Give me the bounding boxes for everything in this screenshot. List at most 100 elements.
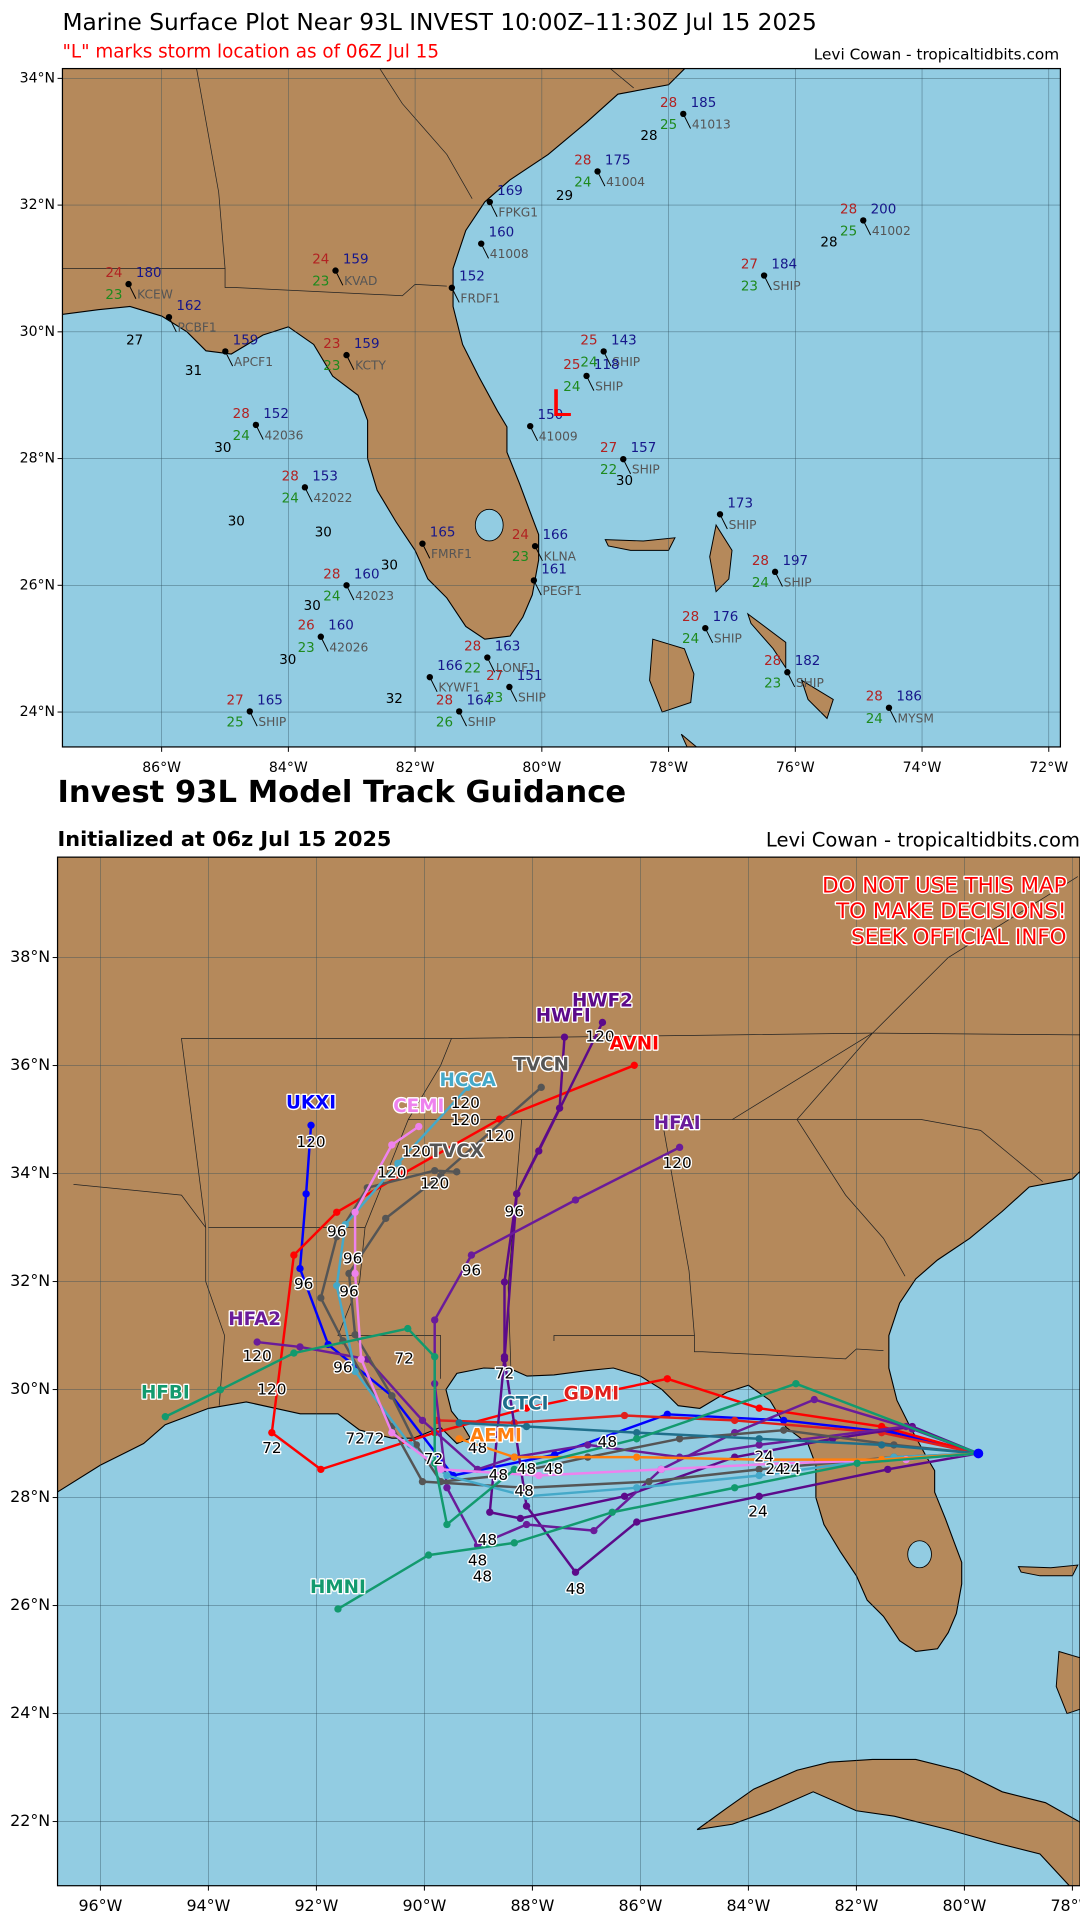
station-dot	[860, 217, 867, 224]
sea-value: 32	[386, 692, 403, 707]
track-point	[810, 1395, 818, 1404]
station-temp: 28	[323, 567, 340, 582]
track-point	[731, 1416, 739, 1425]
track-point	[884, 1465, 892, 1474]
station-dewpoint: 23	[741, 280, 758, 295]
track-point	[522, 1492, 531, 1500]
state-border	[73, 1183, 225, 1406]
forecast-hour-label: 96	[462, 1262, 481, 1280]
station-dewpoint: 24	[682, 632, 699, 647]
station-pressure: 157	[631, 441, 657, 456]
model-label: HMNI	[310, 1577, 366, 1598]
track-point	[467, 1251, 476, 1259]
track-point	[317, 1465, 325, 1474]
station-id: SHIP	[258, 715, 286, 729]
station-temp: 25	[580, 333, 597, 348]
station-pressure: 160	[489, 226, 515, 241]
station-temp: 28	[574, 153, 591, 168]
state-border	[796, 1119, 906, 1277]
lat-tick-label: 32°N	[10, 1271, 50, 1290]
station-id: FMRF1	[431, 547, 472, 561]
station-dewpoint: 23	[323, 359, 340, 374]
station-dot	[343, 351, 350, 359]
station-dot	[484, 654, 491, 661]
track-point	[500, 1355, 509, 1363]
sea-value: 29	[556, 189, 573, 204]
forecast-hour-label: 120	[585, 1028, 614, 1046]
forecast-hour-label: 120	[420, 1175, 449, 1193]
forecast-hour-label: 72	[262, 1439, 281, 1457]
sea-value: 30	[381, 559, 398, 574]
station-temp: 28	[436, 693, 453, 708]
station-temp: 28	[866, 690, 883, 705]
forecast-hour-label: 120	[377, 1164, 406, 1182]
station-pressure: 166	[437, 659, 463, 674]
sea-value: 30	[304, 599, 321, 614]
station-id: MYSM	[898, 711, 934, 725]
station-pressure: 173	[727, 496, 753, 511]
track-point	[357, 1355, 365, 1363]
track-point	[537, 1083, 545, 1092]
model-label: HFA2	[228, 1309, 281, 1330]
sea-value: 30	[616, 474, 633, 489]
land-island	[649, 638, 695, 713]
station-pressure: 166	[542, 528, 568, 543]
station-dot	[531, 542, 539, 550]
station-temp: 24	[512, 528, 529, 543]
track-point	[675, 1435, 684, 1443]
track-point	[216, 1386, 225, 1394]
lon-tick-label: 90°W	[402, 1896, 446, 1915]
track-point	[253, 1338, 261, 1346]
forecast-hour-label: 96	[327, 1222, 346, 1240]
station-id: 42036	[264, 428, 303, 442]
station-pressure: 186	[896, 690, 922, 705]
station-pressure: 150	[538, 408, 564, 423]
forecast-hour-label: 96	[343, 1249, 362, 1267]
track-point	[418, 1416, 427, 1425]
track-point	[333, 1282, 341, 1290]
station-pressure: 163	[495, 640, 521, 655]
station-temp: 28	[233, 407, 250, 422]
model-label: HWFI	[536, 1005, 591, 1026]
station-temp: 28	[660, 96, 677, 111]
sea-value: 28	[820, 235, 837, 250]
station-id: SHIP	[784, 575, 812, 589]
state-border	[379, 68, 473, 199]
forecast-hour-label: 120	[402, 1143, 431, 1161]
station-pressure: 159	[343, 253, 369, 268]
land-island	[680, 733, 698, 747]
station-id: SHIP	[518, 690, 546, 704]
track-point	[431, 1459, 439, 1467]
forecast-hour-label: 120	[243, 1347, 272, 1365]
lat-tick-label: 26°N	[20, 577, 55, 593]
track-point	[590, 1526, 598, 1535]
track-origin	[973, 1448, 984, 1459]
station-dewpoint: 26	[436, 715, 453, 730]
station-dewpoint: 23	[764, 676, 781, 691]
forecast-hour-label: 120	[663, 1154, 692, 1172]
track-point	[633, 1435, 641, 1443]
model-label: TVCN	[513, 1054, 569, 1075]
station-dot	[702, 624, 709, 632]
station-pressure: 165	[257, 693, 283, 708]
land	[57, 857, 1080, 1653]
model-track	[437, 1414, 979, 1455]
forecast-hour-label: 96	[333, 1358, 352, 1376]
forecast-hour-label: 48	[514, 1482, 533, 1500]
track-point	[522, 1520, 531, 1529]
station-pressure: 159	[354, 337, 380, 352]
forecast-hour-label: 96	[294, 1275, 313, 1293]
track-point	[437, 1171, 445, 1180]
model-label: UKXI	[286, 1092, 336, 1113]
station-dot	[125, 280, 132, 288]
track-point	[620, 1411, 629, 1420]
lon-tick-label: 84°W	[726, 1896, 770, 1915]
station-id: 41008	[490, 247, 529, 261]
model-label: CEMI	[393, 1096, 444, 1117]
station-id: KCTY	[355, 359, 386, 373]
station-dot	[506, 683, 513, 691]
track-point	[345, 1269, 353, 1278]
station-id: PEGF1	[542, 584, 581, 598]
track-point	[351, 1208, 359, 1216]
track-point	[513, 1190, 521, 1198]
